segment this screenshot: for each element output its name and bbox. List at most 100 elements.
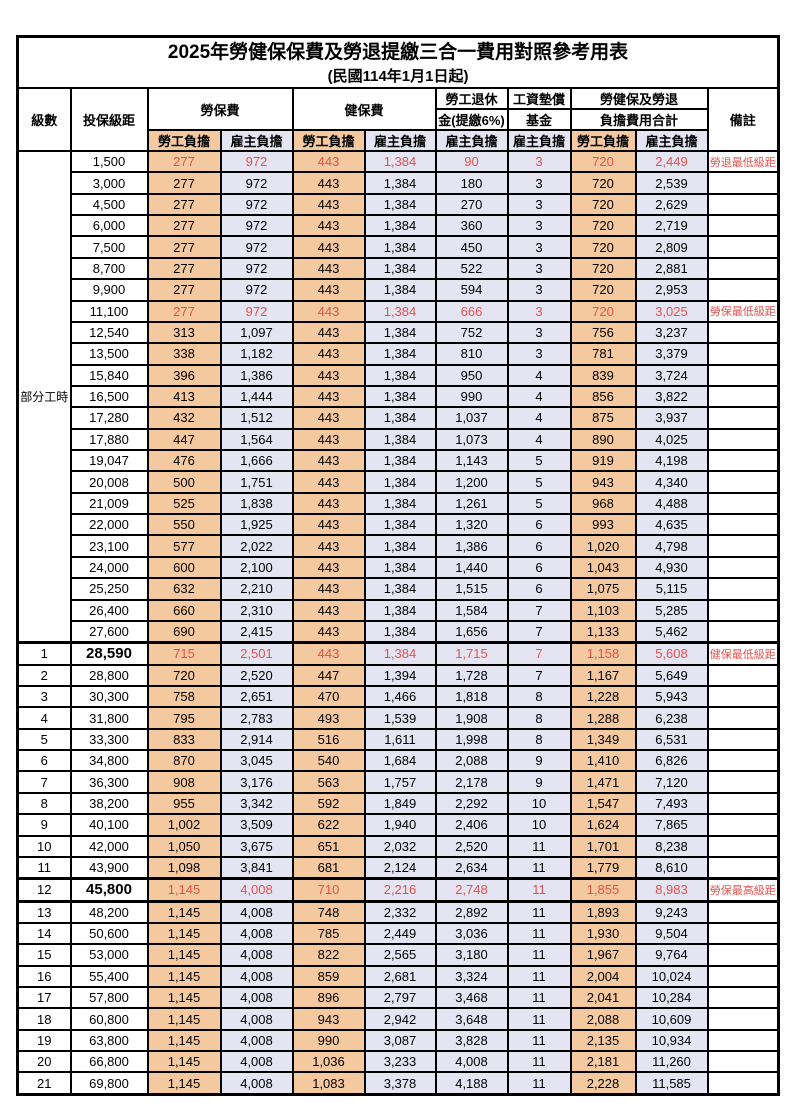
cell-fund-employer: 11 xyxy=(506,900,572,924)
cell-health-employee: 622 xyxy=(291,813,366,837)
cell-salary-bracket: 6,000 xyxy=(69,214,149,238)
cell-remark xyxy=(706,943,780,967)
col-header-total-employee: 勞工負擔 xyxy=(569,129,637,152)
cell-labor-employer: 972 xyxy=(219,278,294,302)
table-row: 14 50,600 1,145 4,008 785 2,449 3,036 11 1,930 9,… xyxy=(16,921,780,946)
col-header-total-employer: 雇主負擔 xyxy=(634,129,709,152)
cell-fund-employer: 6 xyxy=(506,555,572,580)
cell-total-employee: 1,167 xyxy=(569,663,637,688)
cell-pension-employer: 1,818 xyxy=(434,684,509,709)
cell-labor-employer: 972 xyxy=(219,256,294,281)
cell-health-employee: 443 xyxy=(291,427,366,452)
cell-total-employee: 1,288 xyxy=(569,706,637,730)
cell-salary-bracket: 60,800 xyxy=(69,1007,149,1031)
cell-health-employee: 443 xyxy=(291,534,366,558)
cell-labor-employer: 972 xyxy=(219,214,294,238)
cell-labor-employee: 277 xyxy=(146,192,222,217)
fee-reference-table: 2025年勞健保保費及勞退提繳三合一費用對照參考用表 (民國114年1月1日起)… xyxy=(16,35,781,1096)
cell-pension-employer: 4,008 xyxy=(434,1050,509,1074)
cell-total-employee: 1,103 xyxy=(569,598,637,622)
cell-total-employer: 2,719 xyxy=(634,214,709,238)
cell-labor-employee: 720 xyxy=(146,663,222,688)
cell-labor-employee: 1,145 xyxy=(146,1028,222,1053)
cell-pension-employer: 3,036 xyxy=(434,921,509,946)
cell-fund-employer: 11 xyxy=(506,877,572,903)
cell-health-employer: 1,384 xyxy=(363,449,437,473)
cell-level: 16 xyxy=(16,964,72,989)
cell-labor-employer: 1,751 xyxy=(219,470,294,494)
cell-labor-employee: 1,145 xyxy=(146,1050,222,1074)
cell-fund-employer: 11 xyxy=(506,964,572,989)
cell-level: 19 xyxy=(16,1028,72,1053)
cell-total-employer: 4,635 xyxy=(634,513,709,537)
cell-health-employer: 3,233 xyxy=(363,1050,437,1074)
cell-labor-employee: 758 xyxy=(146,684,222,709)
cell-remark xyxy=(706,964,780,989)
cell-total-employee: 781 xyxy=(569,342,637,366)
cell-labor-employer: 2,501 xyxy=(219,641,294,666)
cell-salary-bracket: 22,000 xyxy=(69,513,149,537)
table-row: 8,700 277 972 443 1,384 522 3 720 2,881 xyxy=(18,256,780,281)
cell-health-employer: 3,378 xyxy=(363,1071,437,1096)
cell-total-employee: 968 xyxy=(569,491,637,516)
cell-salary-bracket: 20,008 xyxy=(69,470,149,494)
cell-labor-employee: 908 xyxy=(146,770,222,794)
cell-health-employer: 1,384 xyxy=(363,491,437,516)
cell-pension-employer: 1,037 xyxy=(434,406,509,430)
cell-level: 10 xyxy=(16,834,72,858)
cell-health-employee: 592 xyxy=(291,791,366,816)
cell-pension-employer: 450 xyxy=(434,235,509,259)
cell-pension-employer: 270 xyxy=(434,192,509,217)
cell-labor-employee: 1,145 xyxy=(146,900,222,924)
cell-total-employee: 720 xyxy=(569,192,637,217)
cell-level: 13 xyxy=(16,900,72,924)
cell-pension-employer: 2,292 xyxy=(434,791,509,816)
cell-total-employee: 2,135 xyxy=(569,1028,637,1053)
table-row: 12,540 313 1,097 443 1,384 752 3 756 3,237 xyxy=(18,320,780,345)
col-header-health-employer: 雇主負擔 xyxy=(363,129,437,152)
cell-fund-employer: 11 xyxy=(506,834,572,858)
cell-remark xyxy=(706,555,780,580)
cell-total-employer: 9,504 xyxy=(634,921,709,946)
cell-labor-employee: 833 xyxy=(146,727,222,752)
cell-total-employer: 3,822 xyxy=(634,384,709,409)
cell-total-employer: 10,934 xyxy=(634,1028,709,1053)
cell-total-employee: 2,228 xyxy=(569,1071,637,1096)
cell-level: 1 xyxy=(16,641,72,666)
table-row: 3 30,300 758 2,651 470 1,466 1,818 8 1,228 5,943 xyxy=(16,684,780,709)
table-row: 27,600 690 2,415 443 1,384 1,656 7 1,133 5,462 xyxy=(18,619,780,644)
cell-labor-employee: 277 xyxy=(146,235,222,259)
cell-labor-employer: 4,008 xyxy=(219,964,294,989)
cell-labor-employee: 277 xyxy=(146,299,222,323)
cell-pension-employer: 1,908 xyxy=(434,706,509,730)
cell-fund-employer: 7 xyxy=(506,663,572,688)
table-row: 19,047 476 1,666 443 1,384 1,143 5 919 4,198 xyxy=(18,449,780,473)
cell-fund-employer: 3 xyxy=(506,235,572,259)
cell-health-employee: 563 xyxy=(291,770,366,794)
cell-total-employer: 7,120 xyxy=(634,770,709,794)
cell-total-employee: 919 xyxy=(569,449,637,473)
cell-pension-employer: 2,088 xyxy=(434,749,509,773)
cell-health-employee: 443 xyxy=(291,619,366,644)
cell-health-employee: 443 xyxy=(291,320,366,345)
table-row: 4 31,800 795 2,783 493 1,539 1,908 8 1,288 6,238 xyxy=(16,706,780,730)
col-header-pension-line1: 勞工退休 xyxy=(434,87,509,110)
cell-health-employee: 443 xyxy=(291,598,366,622)
col-header-fund-employer: 雇主負擔 xyxy=(506,129,572,152)
cell-fund-employer: 11 xyxy=(506,985,572,1010)
cell-labor-employer: 1,666 xyxy=(219,449,294,473)
cell-labor-employer: 972 xyxy=(219,149,294,174)
cell-health-employee: 822 xyxy=(291,943,366,967)
cell-labor-employee: 690 xyxy=(146,619,222,644)
cell-health-employee: 990 xyxy=(291,1028,366,1053)
cell-salary-bracket: 1,500 xyxy=(69,149,149,174)
table-row: 21,009 525 1,838 443 1,384 1,261 5 968 4,488 xyxy=(18,491,780,516)
cell-total-employer: 3,025 xyxy=(634,299,709,323)
cell-health-employer: 1,384 xyxy=(363,171,437,195)
cell-total-employer: 4,930 xyxy=(634,555,709,580)
cell-fund-employer: 7 xyxy=(506,598,572,622)
cell-remark xyxy=(706,214,780,238)
cell-health-employer: 1,384 xyxy=(363,619,437,644)
cell-health-employer: 1,384 xyxy=(363,513,437,537)
cell-total-employer: 5,285 xyxy=(634,598,709,622)
